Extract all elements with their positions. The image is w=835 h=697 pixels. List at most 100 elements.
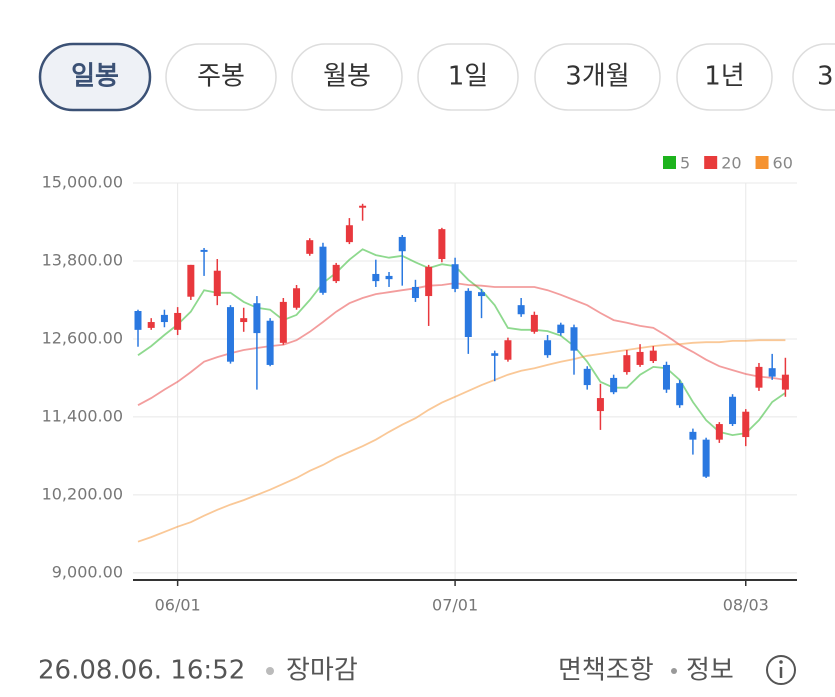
- legend-label: 20: [721, 154, 741, 173]
- candle-body: [411, 286, 419, 299]
- candle-body: [385, 275, 393, 280]
- tab[interactable]: 3개월: [534, 43, 661, 111]
- candle-body: [200, 249, 208, 252]
- legend-label: 60: [773, 154, 793, 173]
- y-tick-label: 11,400.00: [42, 406, 123, 425]
- candle-body: [240, 318, 248, 323]
- y-tick-label: 12,600.00: [42, 328, 123, 347]
- candle-body: [464, 290, 472, 337]
- candle-body: [398, 236, 406, 252]
- tab[interactable]: 1년: [676, 43, 773, 111]
- tab-pill: [165, 43, 277, 111]
- y-tick-label: 10,200.00: [42, 484, 123, 503]
- tab-label: 3개월: [565, 62, 629, 92]
- candle-body: [702, 439, 710, 477]
- x-tick-label: 07/01: [432, 596, 478, 615]
- candle-body: [729, 396, 737, 425]
- candle-body: [425, 266, 433, 297]
- tab-pill: [38, 42, 152, 112]
- candle-body: [226, 307, 234, 362]
- tab[interactable]: 일봉: [38, 42, 152, 112]
- candle-body: [583, 368, 591, 386]
- tab[interactable]: 주봉: [165, 43, 277, 111]
- tab[interactable]: 1일: [417, 43, 519, 111]
- y-tick-label: 15,000.00: [42, 173, 123, 192]
- candle-body: [610, 377, 618, 393]
- candle-body: [742, 411, 750, 438]
- bullet: [266, 667, 274, 675]
- candle-body: [530, 314, 538, 332]
- candle-body: [689, 431, 697, 440]
- candle-body: [715, 424, 723, 440]
- legend-swatch: [755, 156, 769, 169]
- chart: 9,000.00 10,200.00 11,400.00 12,600.00 13,80…: [42, 154, 797, 615]
- tab-pill: [534, 43, 661, 111]
- legend-label: 5: [680, 154, 690, 173]
- candle-body: [359, 205, 367, 208]
- candle-body: [636, 351, 644, 365]
- candle-body: [768, 368, 776, 377]
- tab-pill: [676, 43, 773, 111]
- tab-label: 월봉: [323, 62, 371, 92]
- candle-body: [345, 225, 353, 243]
- tab-pill: [792, 43, 835, 111]
- candle-body: [306, 240, 314, 254]
- candle-body: [491, 353, 499, 356]
- candle-body: [332, 264, 340, 282]
- candle-body: [781, 374, 789, 390]
- tab-label: 주봉: [197, 62, 245, 92]
- candle-body: [187, 264, 195, 297]
- candle-body: [293, 288, 301, 308]
- info-link[interactable]: 정보: [686, 656, 734, 686]
- candle-body: [649, 350, 657, 362]
- candle-body: [478, 292, 486, 297]
- info-icon[interactable]: [766, 655, 796, 685]
- candle-body: [623, 355, 631, 373]
- candle-body: [253, 303, 261, 334]
- candle-body: [147, 322, 155, 328]
- moving-average-line: [137, 339, 786, 543]
- moving-average-line: [137, 282, 786, 406]
- timestamp: 26.08.06. 16:52: [38, 656, 245, 686]
- legend-swatch: [663, 156, 676, 169]
- x-tick-label: 06/01: [155, 596, 201, 615]
- candle-body: [504, 340, 512, 360]
- candle-body: [544, 340, 552, 356]
- y-tick-label: 13,800.00: [42, 250, 123, 269]
- candle-body: [662, 364, 670, 390]
- candle-body: [755, 366, 763, 388]
- candle-body: [160, 314, 168, 323]
- legend-swatch: [704, 156, 718, 169]
- y-tick-label: 9,000.00: [52, 562, 123, 581]
- tab-label: 1일: [448, 62, 488, 92]
- tab-label: 일봉: [71, 62, 119, 92]
- candle-body: [438, 229, 446, 260]
- candle-body: [266, 320, 274, 365]
- tab-label: 1년: [704, 62, 744, 92]
- candle-body: [134, 311, 142, 330]
- tab[interactable]: 3: [792, 43, 835, 111]
- candle-body: [451, 264, 459, 289]
- candle-body: [570, 327, 578, 351]
- candle-body: [596, 398, 604, 412]
- moving-average-line: [137, 248, 786, 437]
- candle-body: [279, 301, 287, 343]
- period-tabs: 일봉 주봉 월봉 1일 3개월 1년 3: [38, 42, 835, 112]
- candle-body: [676, 383, 684, 406]
- footer: 26.08.06. 16:52 장마감 면책조항 정보: [38, 655, 796, 686]
- market-status: 장마감: [286, 656, 358, 686]
- tab-pill: [417, 43, 519, 111]
- candle-body: [557, 324, 565, 334]
- tab-label: 3: [817, 62, 834, 92]
- tab[interactable]: 월봉: [291, 43, 403, 111]
- info-icon-dot: [779, 660, 783, 664]
- candle-body: [319, 246, 327, 293]
- candle-body: [213, 270, 221, 297]
- tab-pill: [291, 43, 403, 111]
- disclaimer-link[interactable]: 면책조항: [558, 656, 654, 686]
- candle-body: [517, 305, 525, 315]
- bullet: [671, 668, 677, 674]
- candle-body: [174, 312, 182, 330]
- x-tick-label: 08/03: [723, 596, 769, 615]
